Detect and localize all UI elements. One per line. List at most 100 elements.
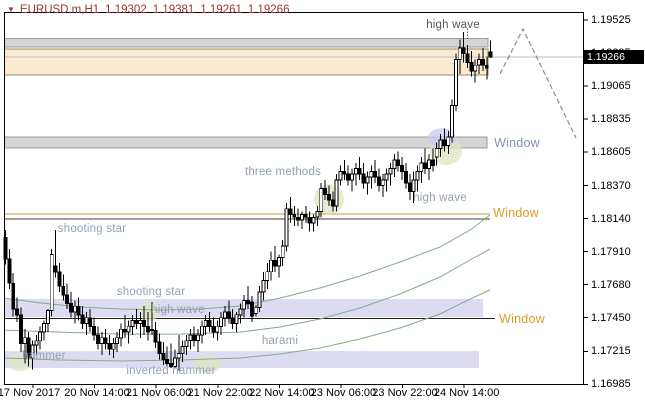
candle-body [215,325,220,333]
moving-average-line [3,289,491,362]
candle-body [184,340,189,347]
candle-body [7,258,12,284]
candlestick [196,329,200,353]
candle-body [196,334,200,342]
candlestick [18,307,23,353]
candlestick [465,45,470,69]
candlestick [400,157,404,180]
candle-body [99,337,104,344]
candlestick [11,273,16,317]
candlestick [65,283,70,310]
candle-body [53,265,58,273]
candlestick [303,205,308,223]
candle-body [157,341,162,355]
candle-body [188,334,193,342]
candlestick [149,301,154,335]
candle-body [269,259,274,273]
candlestick [315,205,320,226]
zone-band [4,38,489,48]
price-axis-label: 1.17450 [591,311,631,324]
candlestick [450,99,455,143]
ohlc-open: 1.19302 [105,4,147,16]
candlestick [330,191,335,212]
candle-body [226,311,231,319]
candlestick [230,309,235,330]
price-axis-label: 1.18370 [591,179,631,192]
candlestick [311,214,316,232]
candlestick [365,171,370,195]
pattern-highlight-ellipse [8,353,32,372]
candlestick [334,174,339,212]
candlestick [246,286,251,310]
candlestick [253,304,258,317]
candlestick [396,151,401,172]
candlestick [442,128,447,152]
candle-body [288,208,293,215]
candle-body [207,320,212,327]
candle-body [434,147,439,158]
candlestick [454,53,458,112]
candle-body [469,61,474,72]
candle-body [134,320,139,324]
candlestick [403,162,408,189]
candle-body [119,328,123,339]
candlestick [388,162,393,186]
candle-body [292,213,297,218]
candle-body [115,337,120,344]
candle-body [480,59,485,66]
moving-average-line [3,248,491,335]
candle-body [427,159,431,169]
candlestick [276,254,281,278]
candle-body [172,357,177,367]
candle-body [419,162,424,172]
candle-body [423,162,428,169]
candle-body [338,170,343,181]
candlestick [461,32,466,63]
candlestick [346,165,351,186]
candle-body [400,165,404,172]
candle-body [369,170,374,178]
candlestick [130,314,135,335]
pattern-label: harami [261,335,299,347]
candlestick [7,248,12,289]
candlestick [107,334,112,355]
candle-body [49,254,54,312]
candlestick [280,240,285,267]
candlestick [215,320,220,341]
candlestick [207,312,212,333]
candle-body [403,170,408,184]
candlestick [103,329,108,350]
candle-body [265,271,270,281]
candlestick [80,306,85,330]
symbol-timeframe-label: EURUSD.m,H1 [19,4,100,16]
window-label: Window [499,312,545,326]
candle-body [284,208,289,247]
candlestick [434,142,439,166]
candle-body [68,302,73,313]
price-axis-label: 1.19525 [591,14,631,26]
candle-body [330,199,335,207]
pattern-label: hammer [22,350,66,362]
candle-body [145,325,150,333]
candle-body [180,345,185,355]
candle-body [92,325,97,336]
candle-body [311,216,316,224]
candlestick [30,340,35,370]
time-axis-label: 21 Nov 06:00 [125,387,192,399]
candlestick [407,174,412,201]
candlestick [153,322,158,348]
candle-body [103,337,108,344]
candlestick [477,53,481,74]
candle-body [61,285,66,296]
price-axis-label: 1.18140 [591,212,631,225]
candle-body [192,334,197,342]
candle-body [219,317,224,327]
candlestick [300,211,304,229]
candle-body [396,159,401,167]
candle-body [407,182,412,192]
candle-body [477,59,481,66]
candle-body [438,139,443,149]
candlestick [199,320,204,344]
